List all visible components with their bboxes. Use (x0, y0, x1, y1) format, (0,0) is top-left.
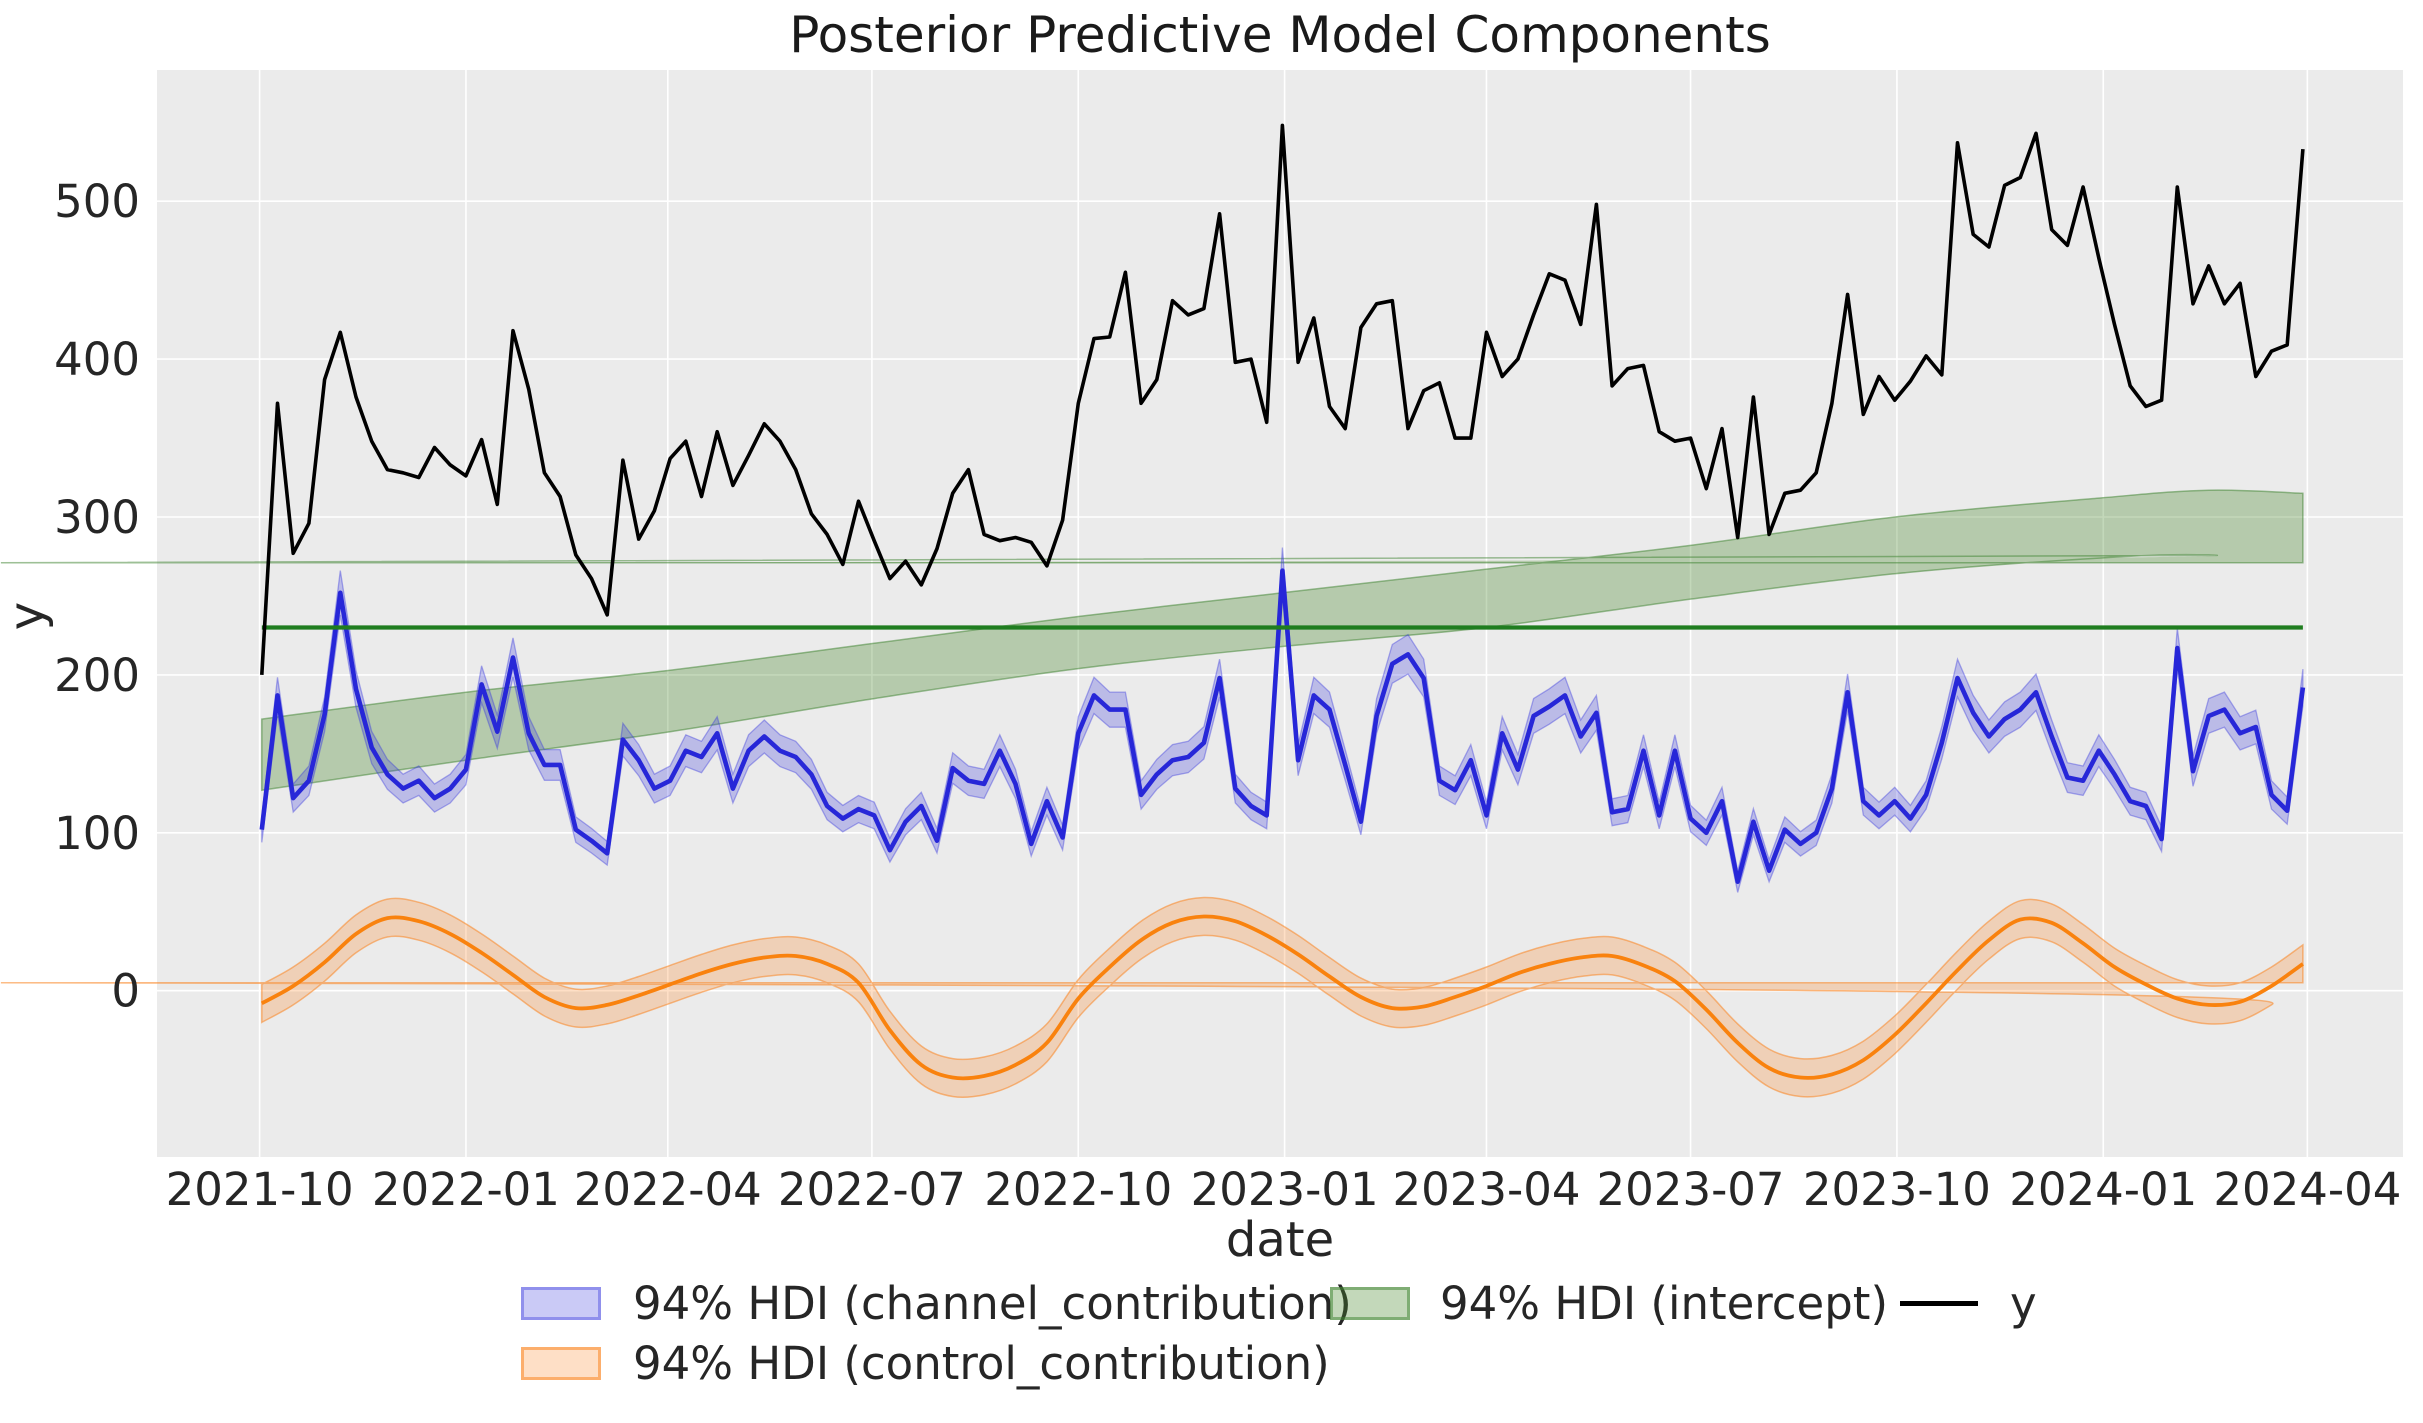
control-hdi-band (0, 896, 2304, 1099)
x-tick-2024-01: 2024-01 (2009, 1163, 2197, 1216)
x-tick-2023-04: 2023-04 (1392, 1163, 1580, 1216)
x-tick-2022-01: 2022-01 (372, 1163, 560, 1216)
y-tick-0: 0 (111, 965, 140, 1018)
legend-item-intercept: 94% HDI (intercept) (1440, 1277, 1889, 1330)
intercept-hdi-band (0, 489, 2304, 792)
legend-item-y: y (2010, 1277, 2037, 1330)
y-tick-200: 200 (54, 649, 140, 702)
x-tick-2023-01: 2023-01 (1191, 1163, 1379, 1216)
chart-title: Posterior Predictive Model Components (789, 6, 1771, 64)
y-tick-100: 100 (54, 807, 140, 860)
y-tick-400: 400 (54, 333, 140, 386)
x-tick-2021-10: 2021-10 (166, 1163, 354, 1216)
x-tick-2022-07: 2022-07 (778, 1163, 966, 1216)
channel-hdi-band (261, 547, 2304, 893)
x-tick-2024-04: 2024-04 (2213, 1163, 2401, 1216)
x-tick-2022-04: 2022-04 (574, 1163, 762, 1216)
y-tick-300: 300 (54, 491, 140, 544)
y-tick-500: 500 (54, 175, 140, 228)
legend-swatch-intercept (1330, 1287, 1410, 1320)
x-tick-2022-10: 2022-10 (984, 1163, 1172, 1216)
x-axis-label: date (1225, 1212, 1335, 1268)
x-tick-2023-07: 2023-07 (1597, 1163, 1785, 1216)
legend-swatch-control (521, 1347, 601, 1380)
legend-item-channel: 94% HDI (channel_contribution) (633, 1277, 1352, 1330)
control-mean-line (260, 914, 2304, 1081)
legend-swatch-channel (521, 1287, 601, 1320)
legend-item-control: 94% HDI (control_contribution) (633, 1337, 1330, 1390)
x-tick-2023-10: 2023-10 (1803, 1163, 1991, 1216)
y-axis-label: y (0, 601, 55, 631)
y-line (260, 123, 2305, 676)
legend-line-sample-y (1900, 1301, 1978, 1306)
channel-mean-line (259, 568, 2306, 884)
